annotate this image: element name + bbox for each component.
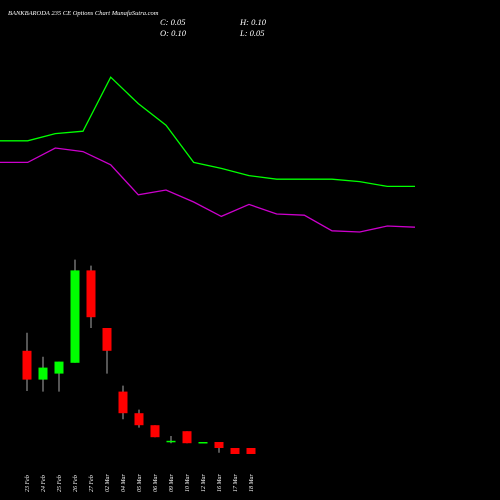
x-tick-label: 10 Mar: [185, 474, 191, 492]
candle-body: [246, 448, 256, 454]
candle-body: [182, 431, 192, 444]
x-tick-label: 18 Mar: [249, 474, 255, 492]
x-tick-label: 05 Mar: [137, 474, 143, 492]
x-tick-label: 16 Mar: [217, 474, 223, 492]
candle-body: [38, 367, 48, 380]
chart-title: BANKBARODA 235 CE Options Chart MunafaSu…: [8, 10, 159, 17]
x-tick-label: 23 Feb: [25, 475, 31, 492]
indicator-line: [0, 76, 415, 188]
candle-body: [230, 448, 240, 454]
x-tick-label: 09 Mar: [169, 474, 175, 492]
candle-body: [198, 442, 208, 444]
candle-body: [86, 270, 96, 318]
candle-body: [214, 442, 224, 448]
x-tick-label: 25 Feb: [57, 475, 63, 492]
candle-body: [54, 361, 64, 374]
candle-body: [102, 328, 112, 351]
candle-body: [118, 391, 128, 414]
high-label: H: 0.10: [239, 17, 267, 27]
x-tick-label: 27 Feb: [89, 475, 95, 492]
candle-body: [70, 270, 80, 363]
candle-body: [22, 350, 32, 380]
x-tick-label: 04 Mar: [120, 474, 127, 492]
x-tick-label: 06 Mar: [153, 474, 159, 492]
candle-body: [134, 413, 144, 426]
open-label: O: 0.10: [160, 28, 187, 38]
indicator-line: [0, 147, 416, 233]
x-tick-label: 02 Mar: [105, 474, 111, 492]
x-tick-label: 26 Feb: [73, 475, 79, 492]
x-tick-label: 12 Mar: [201, 474, 207, 492]
candle-body: [150, 425, 160, 438]
close-label: C: 0.05: [160, 17, 186, 27]
low-label: L: 0.05: [239, 28, 265, 38]
x-tick-label: 24 Feb: [40, 475, 47, 492]
x-tick-label: 17 Mar: [233, 474, 239, 492]
candle-body: [166, 440, 176, 443]
